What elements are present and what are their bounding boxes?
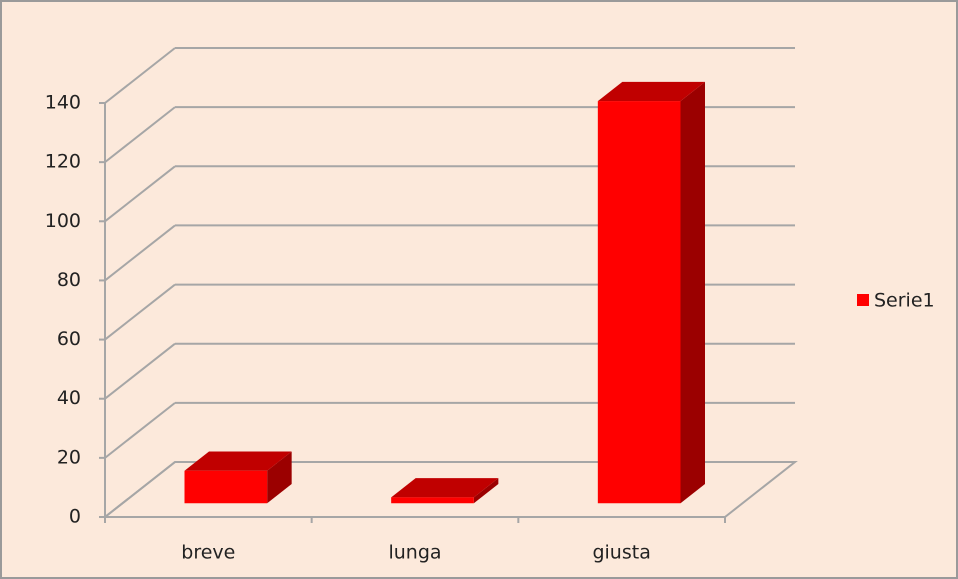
y-tick-label: 100 bbox=[45, 210, 81, 232]
x-tick-label: breve bbox=[181, 542, 235, 564]
side-grid-line bbox=[104, 106, 176, 163]
y-tick-label: 140 bbox=[45, 92, 81, 114]
bar bbox=[391, 497, 474, 504]
side-grid-line bbox=[104, 47, 176, 104]
legend-swatch bbox=[857, 294, 869, 306]
side-grid-line bbox=[104, 402, 176, 459]
bar-side bbox=[267, 451, 292, 504]
bar-top bbox=[184, 451, 292, 471]
bar bbox=[597, 101, 681, 504]
bar-top bbox=[391, 478, 499, 498]
bar-side bbox=[680, 81, 705, 504]
x-tick-label: giusta bbox=[592, 542, 650, 564]
side-grid-line bbox=[104, 342, 176, 400]
y-tick-label: 40 bbox=[57, 387, 81, 409]
y-tick-label: 20 bbox=[57, 446, 81, 468]
bar bbox=[184, 470, 268, 504]
y-tick-label: 80 bbox=[57, 269, 81, 291]
x-tick-label: lunga bbox=[388, 542, 441, 564]
bar-top bbox=[597, 81, 705, 102]
side-grid-line bbox=[104, 283, 176, 341]
y-tick-label: 0 bbox=[69, 506, 81, 528]
y-tick-label: 60 bbox=[57, 328, 81, 350]
legend-label: Serie1 bbox=[874, 290, 935, 312]
side-grid-line bbox=[104, 461, 176, 518]
y-tick-label: 120 bbox=[45, 151, 81, 173]
side-grid-line bbox=[104, 165, 176, 223]
side-grid-line bbox=[104, 224, 176, 282]
bar-side bbox=[473, 478, 499, 504]
